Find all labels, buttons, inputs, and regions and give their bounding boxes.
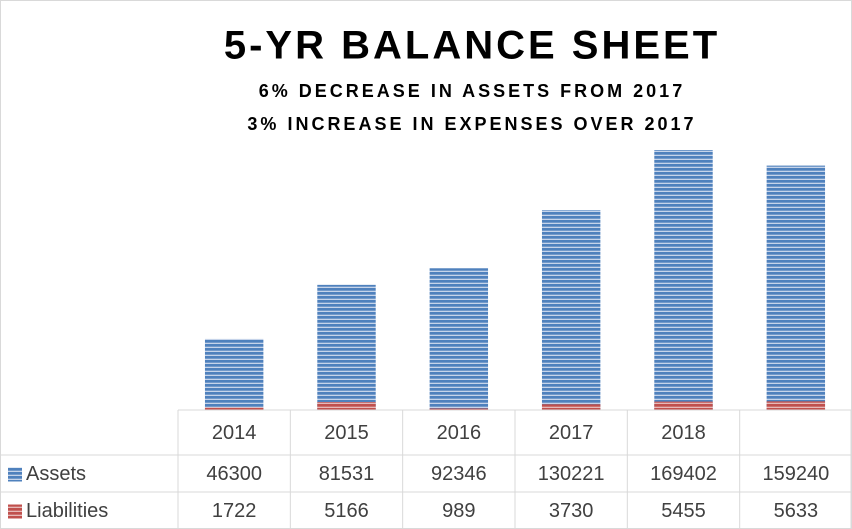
table-value: 159240	[762, 463, 829, 485]
table-value: 5633	[774, 500, 819, 522]
bar	[654, 150, 713, 410]
chart-subtitle: 3% INCREASE IN EXPENSES OVER 2017	[247, 114, 696, 134]
x-tick-label: 2015	[324, 422, 369, 444]
bar	[317, 402, 376, 410]
legend-label: Liabilities	[26, 500, 108, 522]
bar	[654, 401, 713, 410]
bar	[541, 404, 601, 410]
table-value: 5455	[661, 500, 706, 522]
bar	[766, 165, 826, 410]
table-value: 3730	[549, 500, 594, 522]
chart-title: 5-YR BALANCE SHEET	[224, 24, 720, 68]
bar	[429, 268, 489, 410]
bar	[204, 407, 264, 410]
table-value: 46300	[206, 463, 262, 485]
table-value: 989	[442, 500, 475, 522]
table-value: 169402	[650, 463, 717, 485]
chart-subtitle: 6% DECREASE IN ASSETS FROM 2017	[259, 81, 685, 101]
table-value: 5166	[324, 500, 369, 522]
x-tick-label: 2018	[661, 422, 706, 444]
x-tick-label: 2016	[437, 422, 482, 444]
bar	[204, 338, 264, 410]
legend-label: Assets	[26, 463, 86, 485]
table-value: 92346	[431, 463, 487, 485]
bar	[541, 210, 601, 410]
legend-swatch	[8, 467, 22, 482]
bar	[317, 284, 376, 410]
x-tick-label: 2014	[212, 422, 257, 444]
table-value: 81531	[319, 463, 375, 485]
table-value: 1722	[212, 500, 257, 522]
x-tick-label: 2017	[549, 422, 594, 444]
legend-swatch	[8, 504, 22, 519]
table-value: 130221	[538, 463, 605, 485]
bar	[766, 401, 826, 410]
bar	[429, 408, 489, 410]
